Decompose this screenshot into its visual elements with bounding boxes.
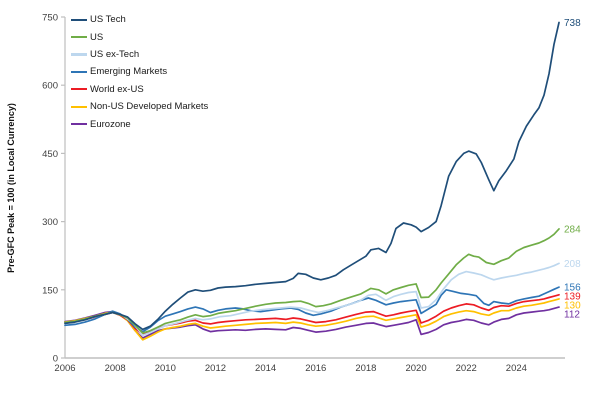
legend-swatch-icon (71, 105, 87, 108)
legend-label: Emerging Markets (90, 66, 168, 78)
end-label-us: 284 (564, 224, 581, 235)
x-tick-label: 2020 (405, 363, 426, 374)
legend-label: US ex-Tech (90, 48, 140, 60)
x-tick-label: 2008 (105, 363, 126, 374)
end-label-us-ex-tech: 208 (564, 259, 581, 270)
legend-label: Eurozone (90, 118, 131, 130)
legend-label: US (90, 31, 104, 43)
legend-item-world-ex-us: World ex-US (71, 81, 208, 98)
legend-item-us: US (71, 28, 208, 45)
legend-item-us-tech: US Tech (71, 11, 208, 28)
legend-item-non-us-developed-markets: Non-US Developed Markets (71, 98, 208, 115)
y-tick-label: 450 (42, 149, 58, 160)
end-label-emerging-markets: 156 (564, 283, 581, 294)
x-tick-label: 2024 (506, 363, 527, 374)
legend: US Tech US US ex-Tech Emerging Markets World… (71, 11, 208, 133)
y-axis-title: Pre-GFC Peak = 100 (in Local Currency) (6, 103, 16, 273)
series-line-us-tech (64, 21, 560, 331)
y-tick-label: 300 (42, 217, 58, 228)
series-line-us (64, 228, 560, 334)
legend-swatch-icon (71, 88, 87, 91)
x-tick-label: 2018 (355, 363, 376, 374)
x-tick-label: 2014 (255, 363, 276, 374)
legend-label: Non-US Developed Markets (90, 101, 209, 113)
legend-swatch-icon (71, 35, 87, 39)
x-tick-label: 2022 (456, 363, 477, 374)
end-label-us-tech: 738 (564, 18, 581, 29)
end-label-world-ex-us: 139 (564, 292, 581, 303)
y-tick-label: 0 (53, 354, 58, 365)
end-label-eurozone: 112 (564, 310, 580, 321)
legend-swatch-icon (71, 18, 87, 21)
x-tick-label: 2012 (205, 363, 226, 374)
x-tick-label: 2010 (155, 363, 176, 374)
legend-item-eurozone: Eurozone (71, 115, 208, 132)
y-tick-label: 150 (42, 285, 58, 296)
series-line-non-us-developed-markets (64, 298, 560, 341)
legend-swatch-icon (71, 122, 87, 126)
legend-swatch-icon (71, 70, 87, 73)
series-line-eurozone (64, 306, 560, 339)
legend-swatch-icon (71, 53, 87, 56)
y-tick-label: 750 (42, 13, 58, 24)
legend-label: US Tech (90, 14, 126, 26)
legend-label: World ex-US (90, 83, 144, 95)
y-tick-label: 600 (42, 81, 58, 92)
series-line-emerging-markets (64, 286, 560, 333)
series-line-us-ex-tech (64, 262, 560, 337)
legend-item-emerging-markets: Emerging Markets (71, 63, 208, 80)
x-tick-label: 2016 (305, 363, 326, 374)
x-tick-label: 2006 (54, 363, 75, 374)
legend-item-us-ex-tech: US ex-Tech (71, 46, 208, 63)
end-label-non-us-developed-markets: 130 (564, 301, 581, 312)
